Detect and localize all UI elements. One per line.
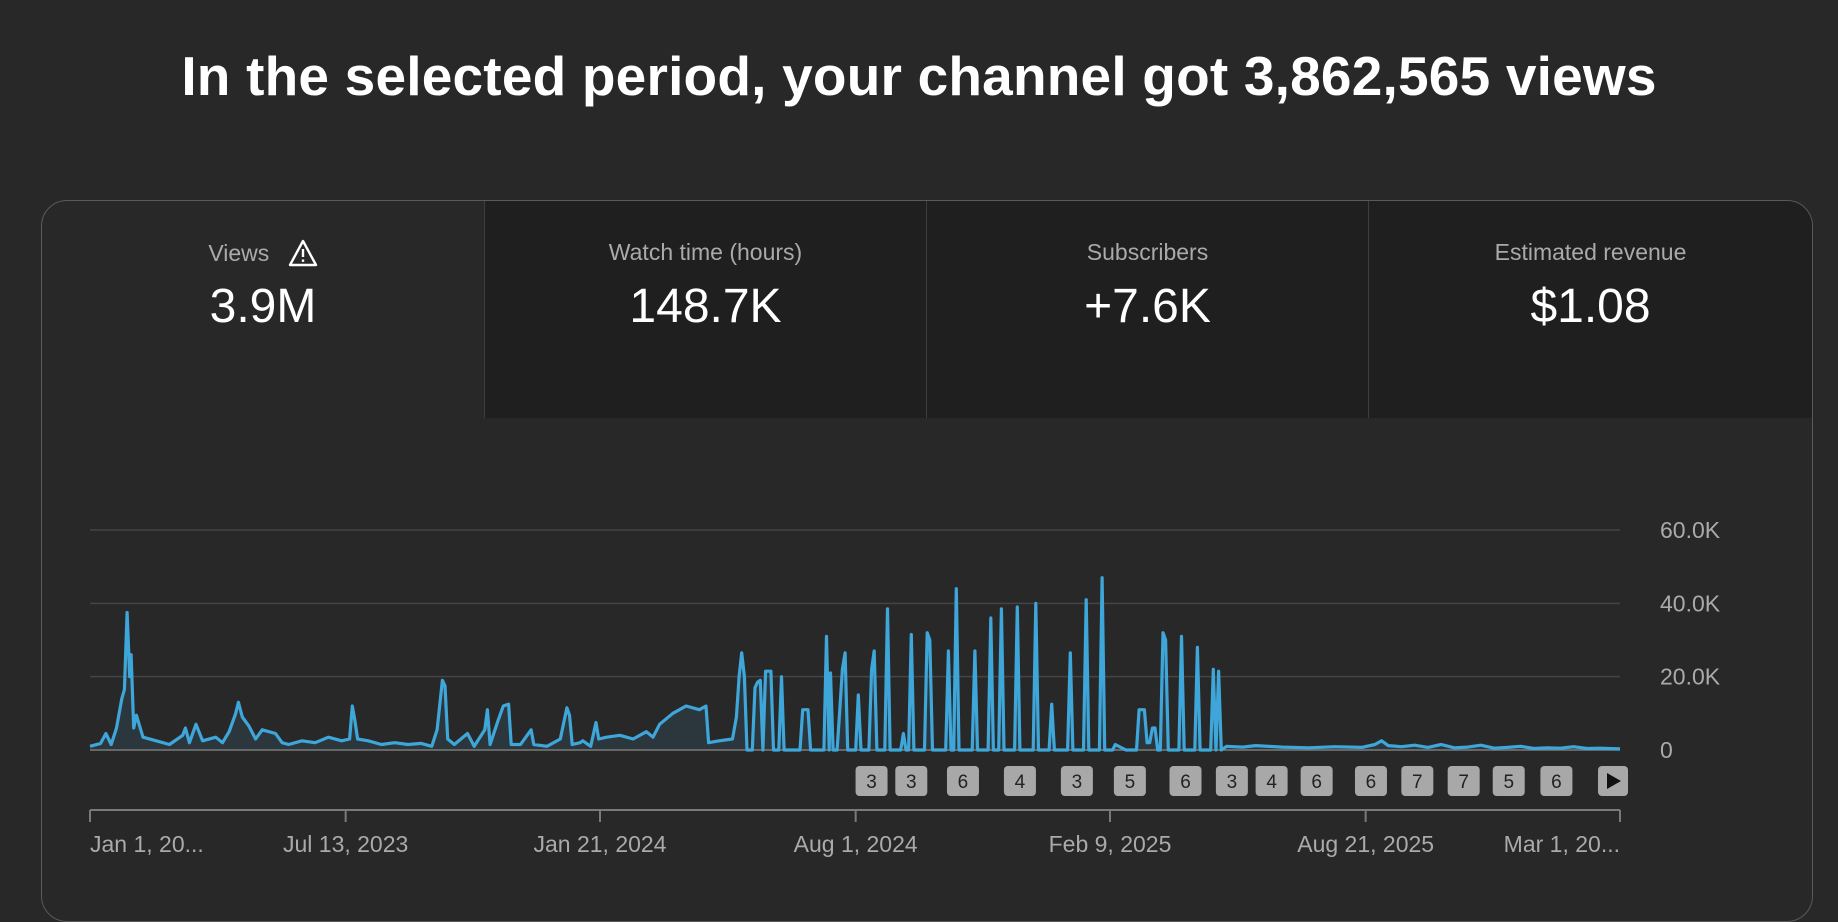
upload-marker[interactable]: 6 xyxy=(1354,766,1387,796)
tab-watch-time-label: Watch time (hours) xyxy=(608,239,803,265)
upload-marker-count: 6 xyxy=(1180,772,1191,793)
page-headline: In the selected period, your channel got… xyxy=(181,45,1657,107)
tab-revenue-value: $1.08 xyxy=(1530,280,1651,333)
upload-marker-box xyxy=(1003,766,1036,796)
upload-marker[interactable]: 4 xyxy=(1003,766,1036,796)
upload-marker-box xyxy=(1060,766,1093,796)
tab-subscribers-label: Subscribers xyxy=(1086,239,1209,265)
play-next-icon xyxy=(1607,773,1621,789)
upload-marker-count: 3 xyxy=(906,772,917,793)
upload-marker-count: 6 xyxy=(1366,772,1377,793)
upload-marker-box xyxy=(1300,766,1333,796)
upload-marker-count: 6 xyxy=(1551,772,1562,793)
analytics-card: Views 3.9M Watch time (hours) 148.7K Sub… xyxy=(41,200,1813,922)
y-tick-label: 40.0K xyxy=(1660,590,1721,616)
upload-marker[interactable]: 3 xyxy=(1215,766,1248,796)
tab-revenue-label: Estimated revenue xyxy=(1494,239,1687,265)
upload-marker[interactable]: 7 xyxy=(1401,766,1434,796)
upload-marker-box xyxy=(1215,766,1248,796)
upload-marker[interactable]: 6 xyxy=(1300,766,1333,796)
upload-marker-box xyxy=(855,766,888,796)
x-tick-label: Jan 21, 2024 xyxy=(533,831,666,857)
warning-icon[interactable] xyxy=(288,239,318,273)
views-chart[interactable]: 60.0K 40.0K 20.0K 0 Jan 1, 20... Jul 13, 2023… xyxy=(0,0,1838,899)
upload-marker-count: 6 xyxy=(1311,772,1322,793)
upload-marker-box xyxy=(946,766,979,796)
upload-marker-box xyxy=(1492,766,1525,796)
upload-marker[interactable]: 6 xyxy=(1169,766,1202,796)
upload-marker-box xyxy=(1401,766,1434,796)
y-tick-label: 20.0K xyxy=(1660,664,1721,690)
upload-marker[interactable]: 5 xyxy=(1492,766,1525,796)
upload-marker-count: 7 xyxy=(1412,772,1423,793)
tab-views[interactable]: Views 3.9M xyxy=(42,201,484,418)
upload-marker-count: 5 xyxy=(1125,772,1136,793)
upload-marker-count: 3 xyxy=(866,772,877,793)
y-tick-label: 60.0K xyxy=(1660,517,1721,543)
upload-marker-count: 5 xyxy=(1503,772,1514,793)
upload-marker[interactable]: 3 xyxy=(855,766,888,796)
upload-marker-box xyxy=(1354,766,1387,796)
upload-marker[interactable]: 3 xyxy=(895,766,928,796)
x-tick-label: Jan 1, 20... xyxy=(90,831,204,857)
upload-marker-box xyxy=(1169,766,1202,796)
tab-watch-time[interactable]: Watch time (hours) 148.7K xyxy=(484,201,926,418)
tab-subscribers-value: +7.6K xyxy=(1084,280,1211,333)
x-tick-label: Aug 21, 2025 xyxy=(1297,831,1434,857)
upload-marker[interactable]: 6 xyxy=(1540,766,1573,796)
tab-views-label: Views xyxy=(208,240,270,266)
upload-marker-count: 4 xyxy=(1015,772,1026,793)
upload-marker-box xyxy=(1447,766,1480,796)
x-tick-label: Feb 9, 2025 xyxy=(1049,831,1172,857)
upload-marker-count: 6 xyxy=(958,772,969,793)
upload-marker-count: 3 xyxy=(1227,772,1238,793)
upload-marker[interactable]: 6 xyxy=(946,766,979,796)
tab-subscribers[interactable]: Subscribers +7.6K xyxy=(926,201,1368,418)
upload-marker-box xyxy=(1113,766,1146,796)
upload-marker[interactable]: 5 xyxy=(1113,766,1146,796)
tab-estimated-revenue[interactable]: Estimated revenue $1.08 xyxy=(1368,201,1812,418)
y-tick-label: 0 xyxy=(1660,737,1673,763)
tab-views-value: 3.9M xyxy=(209,280,317,333)
upload-marker-count: 7 xyxy=(1458,772,1469,793)
upload-marker[interactable]: 3 xyxy=(1060,766,1093,796)
upload-marker[interactable]: 4 xyxy=(1255,766,1288,796)
views-series-line[interactable] xyxy=(89,576,1621,752)
views-area xyxy=(90,577,1620,750)
upload-marker-box xyxy=(1540,766,1573,796)
upload-marker[interactable]: 7 xyxy=(1447,766,1480,796)
x-tick-label: Aug 1, 2024 xyxy=(794,831,918,857)
upload-marker-count: 3 xyxy=(1072,772,1083,793)
upload-marker-box xyxy=(895,766,928,796)
x-tick-label: Jul 13, 2023 xyxy=(283,831,408,857)
upload-marker-count: 4 xyxy=(1266,772,1277,793)
x-tick-label: Mar 1, 20... xyxy=(1504,831,1620,857)
tab-watch-time-value: 148.7K xyxy=(629,280,782,333)
upload-marker-box xyxy=(1255,766,1288,796)
